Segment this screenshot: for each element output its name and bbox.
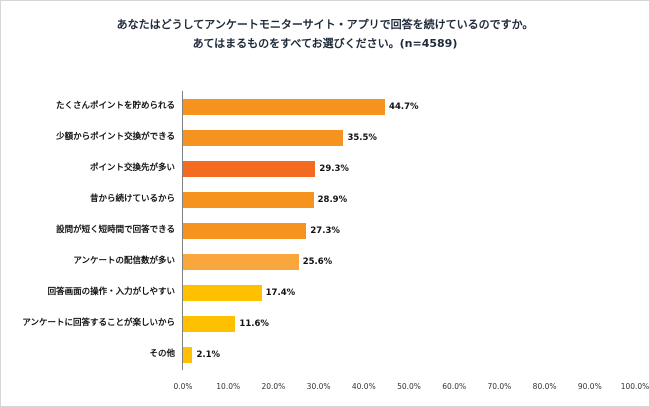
bar-track: 27.3% <box>182 215 635 246</box>
value-label: 27.3% <box>310 225 340 236</box>
x-axis: 0.0% 10.0% 20.0% 30.0% 40.0% 50.0% 60.0% 70.0% 8… <box>173 382 649 394</box>
bar-rows: たくさんポイントを貯められる 44.7% 少額からポイント交換ができる 35.5% ポイ… <box>7 91 635 370</box>
value-label: 17.4% <box>265 287 296 298</box>
value-label: 2.1% <box>196 349 221 360</box>
x-tick-label: 100.0% <box>620 382 650 391</box>
bar-track: 44.7% <box>182 91 635 122</box>
category-label: たくさんポイントを貯められる <box>55 100 175 111</box>
value-label: 44.7% <box>389 101 419 112</box>
x-tick-label: 50.0% <box>397 382 421 391</box>
bar-row: その他 2.1% <box>7 339 635 370</box>
bar-row: アンケートに回答することが楽しいから 11.6% <box>7 308 635 339</box>
x-tick-label: 90.0% <box>577 382 602 391</box>
bar-row: 少額からポイント交換ができる 35.5% <box>7 122 635 153</box>
chart-title: あなたはどうしてアンケートモニターサイト・アプリで回答を続けているのですか。 あ… <box>1 1 649 53</box>
bar-track: 28.9% <box>182 184 635 215</box>
category-label: 設問が短く短時間で回答できる <box>56 224 175 235</box>
bar-track: 29.3% <box>182 153 635 184</box>
bar-row: 回答画面の操作・入力がしやすい 17.4% <box>7 277 635 308</box>
category-label: 少額からポイント交換ができる <box>56 131 175 142</box>
category-label: アンケートに回答することが楽しいから <box>22 317 175 328</box>
x-tick-label: 30.0% <box>306 382 331 391</box>
x-tick-label: 0.0% <box>173 382 193 391</box>
x-tick-label: 60.0% <box>442 382 467 391</box>
category-label: アンケートの配信数が多い <box>73 255 175 266</box>
x-tick-label: 70.0% <box>487 382 512 391</box>
bar-row: アンケートの配信数が多い 25.6% <box>7 246 635 277</box>
value-label: 11.6% <box>239 318 269 329</box>
bar-track: 35.5% <box>182 122 635 153</box>
bar-track: 25.6% <box>182 246 635 277</box>
bar-row: たくさんポイントを貯められる 44.7% <box>7 91 635 122</box>
chart-title-line1: あなたはどうしてアンケートモニターサイト・アプリで回答を続けているのですか。 <box>116 18 534 31</box>
bar <box>183 222 307 239</box>
x-tick-label: 80.0% <box>532 382 557 391</box>
category-label: 回答画面の操作・入力がしやすい <box>47 286 175 297</box>
value-label: 29.3% <box>319 163 349 174</box>
bar-row: 設問が短く短時間で回答できる 27.3% <box>7 215 635 246</box>
category-label: その他 <box>149 348 175 359</box>
bar-track: 11.6% <box>182 308 635 339</box>
x-tick-label: 40.0% <box>351 382 376 391</box>
bar-track: 2.1% <box>182 339 635 370</box>
x-tick-label: 20.0% <box>261 382 286 391</box>
bar <box>183 98 386 115</box>
bar-track: 17.4% <box>182 277 635 308</box>
value-label: 28.9% <box>317 194 348 205</box>
bar <box>183 129 344 146</box>
category-label: 昔から続けているから <box>89 193 175 204</box>
bar <box>183 346 193 363</box>
bar-row: 昔から続けているから 28.9% <box>7 184 635 215</box>
x-tick-label: 10.0% <box>216 382 241 391</box>
bar <box>183 160 316 177</box>
value-label: 35.5% <box>347 132 377 143</box>
bar-row: ポイント交換先が多い 29.3% <box>7 153 635 184</box>
chart-title-line2: あてはまるものをすべてお選びください。(n=4589) <box>192 36 458 50</box>
bar <box>183 284 262 301</box>
bar <box>183 315 236 332</box>
bar <box>183 191 314 208</box>
plot-area: たくさんポイントを貯められる 44.7% 少額からポイント交換ができる 35.5% ポイ… <box>7 91 635 370</box>
bar <box>183 253 299 270</box>
value-label: 25.6% <box>302 256 333 267</box>
category-label: ポイント交換先が多い <box>89 162 175 173</box>
